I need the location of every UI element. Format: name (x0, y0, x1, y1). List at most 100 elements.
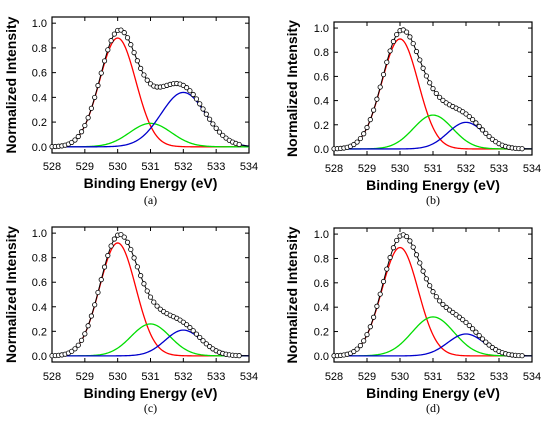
data-point-marker (380, 278, 387, 285)
data-point-marker (466, 322, 472, 329)
data-point-marker (427, 283, 433, 289)
y-tick-label: 0.4 (32, 92, 47, 104)
data-point-marker (479, 336, 486, 342)
data-point-marker (108, 243, 114, 249)
data-point-marker (384, 266, 390, 272)
data-point-marker (463, 111, 469, 117)
data-point-marker (364, 332, 370, 338)
x-axis-label: Binding Energy (eV) (84, 385, 218, 401)
data-point-marker (519, 353, 525, 359)
y-axis-label: Normalized Intensity (3, 16, 19, 153)
data-point-marker (105, 252, 111, 259)
chart-panel-3: 528 529 530 531 532 533 534 0.0 0.2 0.4 0.6 0.8 1.0 B… (3, 226, 258, 415)
data-point-marker (118, 27, 124, 33)
y-axis-label: Normalized Intensity (3, 226, 19, 363)
data-point-marker (95, 289, 101, 296)
x-tick-label: 531 (424, 371, 442, 383)
data-point-marker (105, 47, 111, 53)
panel-caption: (b) (426, 193, 440, 207)
data-point-marker (128, 246, 134, 253)
data-point-marker (433, 90, 439, 97)
chart-panel-1: 528 529 530 531 532 533 534 0.0 0.2 0.4 0.6 0.8 1.0 B… (3, 16, 258, 207)
data-point-marker (427, 80, 433, 86)
data-point-marker (377, 291, 383, 297)
data-point-marker (220, 132, 226, 138)
y-tick-label: 0.8 (314, 253, 329, 265)
data-point-marker (101, 264, 108, 270)
data-point-marker (78, 337, 85, 343)
data-point-marker (433, 294, 439, 300)
x-tick-label: 528 (325, 163, 343, 175)
panel-caption: (c) (144, 401, 157, 415)
data-point-marker (187, 88, 193, 94)
data-point-marker (197, 334, 203, 341)
data-point-marker (134, 58, 140, 64)
data-point-marker (483, 130, 489, 136)
data-point-marker (69, 348, 75, 354)
data-point-marker (423, 276, 429, 282)
y-axis-label: Normalized Intensity (284, 20, 300, 157)
data-point-marker (374, 303, 380, 309)
data-point-marker (476, 332, 482, 339)
y-tick-label: 0.4 (32, 302, 47, 314)
data-point-marker (151, 299, 157, 305)
x-tick-label: 532 (457, 371, 475, 383)
x-tick-label: 533 (490, 371, 508, 383)
x-tick-label: 532 (174, 371, 192, 383)
y-tick-label: 0.4 (314, 302, 329, 314)
data-point-marker (410, 244, 416, 250)
data-point-marker (197, 101, 203, 107)
data-point-marker (134, 264, 140, 270)
data-point-marker (85, 323, 91, 329)
y-tick-label: 0.2 (314, 327, 329, 339)
data-point-marker (473, 120, 479, 126)
y-tick-label: 0.4 (314, 96, 329, 108)
y-tick-label: 0.8 (32, 43, 47, 55)
x-tick-label: 532 (457, 163, 475, 175)
y-tick-label: 0.2 (32, 117, 47, 129)
data-point-marker (443, 304, 449, 310)
data-point-marker (82, 122, 88, 129)
envelope-line (333, 234, 533, 357)
data-point-marker (141, 281, 147, 287)
y-tick-label: 1.0 (32, 228, 47, 240)
data-point-marker (387, 48, 393, 54)
data-point-marker (370, 107, 377, 113)
panel-caption: (a) (144, 193, 157, 207)
data-point-marker (476, 123, 482, 129)
data-point-marker (430, 289, 436, 295)
data-point-marker (361, 338, 367, 344)
data-point-marker (463, 319, 469, 326)
data-point-marker (121, 234, 127, 240)
y-tick-label: 0.0 (314, 351, 329, 363)
data-point-marker (390, 245, 396, 251)
data-point-marker (387, 254, 393, 261)
data-point-marker (423, 73, 429, 79)
panel-caption: (d) (426, 401, 440, 415)
data-point-marker (456, 314, 462, 320)
data-point-marker (367, 117, 373, 123)
data-point-marker (131, 49, 137, 56)
data-point-marker (124, 239, 131, 245)
data-point-marker (200, 338, 206, 344)
y-axis-label: Normalized Intensity (284, 226, 300, 363)
x-axis-label: Binding Energy (eV) (366, 385, 500, 401)
data-point-marker (407, 34, 413, 40)
data-point-marker (413, 48, 420, 55)
data-point-marker (200, 106, 206, 112)
data-point-marker (193, 331, 200, 337)
chart-panel-4: 528 529 530 531 532 533 534 0.0 0.2 0.4 0.6 0.8 1.0 B… (284, 226, 541, 415)
x-tick-label: 533 (490, 163, 508, 175)
x-tick-label: 529 (76, 161, 94, 173)
data-point-marker (377, 84, 383, 90)
data-point-marker (193, 96, 200, 102)
data-point-marker (486, 133, 492, 140)
data-point-marker (190, 328, 196, 334)
x-tick-label: 531 (141, 371, 159, 383)
x-tick-label: 531 (424, 163, 442, 175)
x-tick-label: 534 (240, 161, 258, 173)
x-tick-label: 531 (141, 161, 159, 173)
data-point-marker (190, 91, 196, 98)
data-point-marker (121, 30, 127, 36)
data-point-marker (486, 342, 492, 348)
